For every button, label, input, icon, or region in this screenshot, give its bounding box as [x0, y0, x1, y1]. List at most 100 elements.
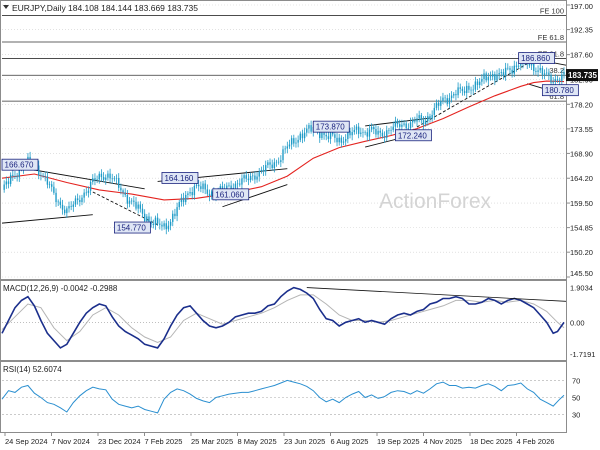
candle-body: [509, 68, 511, 70]
price-labels: 166.670 164.160 161.060 154.770 173.870 172.2…: [1, 52, 579, 234]
candle-body: [109, 173, 111, 179]
candle-body: [269, 162, 271, 165]
candle-body: [321, 132, 323, 139]
candle-body: [472, 89, 474, 91]
price-tick-label: 178.20: [570, 100, 593, 109]
candle-body: [500, 72, 503, 74]
price-label-box: [161, 172, 199, 184]
candle-body: [407, 128, 410, 129]
candle-body: [511, 69, 513, 74]
candle-body: [38, 165, 40, 176]
price-label-154.770: 154.770: [114, 221, 151, 234]
ohlc-values: 184.108 184.144 183.669 183.735: [68, 3, 198, 13]
candle-body: [364, 132, 366, 133]
price-axis: 197.00192.35187.60182.90178.20173.55168.…: [566, 2, 598, 278]
candle-body: [377, 130, 379, 135]
candle-body: [247, 178, 250, 181]
candle-body: [338, 137, 340, 143]
candle-body: [174, 213, 176, 217]
candle-body: [401, 124, 403, 127]
rsi-panel-frame: [0, 361, 567, 433]
candle-body: [496, 74, 498, 81]
candle-body: [169, 221, 172, 226]
candle-body: [427, 116, 429, 121]
candle-body: [528, 64, 531, 66]
candle-body: [258, 171, 260, 177]
candle-body: [487, 77, 490, 81]
price-tick-label: 197.00: [570, 2, 593, 11]
time-tick-label: 4 Nov 2025: [424, 437, 462, 446]
last-price-badge: [566, 69, 598, 82]
price-label-text: 166.670: [5, 161, 34, 170]
candle-body: [533, 62, 535, 71]
candle-body: [448, 98, 451, 104]
candle-body: [187, 193, 189, 195]
candle-body: [435, 102, 438, 108]
price-tick-label: 150.20: [570, 248, 593, 257]
panel-frames: [0, 0, 567, 433]
price-label-172.240: 172.240: [394, 129, 432, 142]
candle-body: [409, 122, 412, 129]
candle-body: [424, 120, 427, 125]
candle-body: [383, 136, 386, 138]
candle-body: [414, 120, 416, 122]
candle-body: [556, 79, 559, 81]
price-label-text: 154.770: [117, 224, 146, 233]
candle-body: [552, 81, 554, 83]
candle-body: [301, 133, 304, 139]
candle-body: [483, 73, 485, 80]
candle-body: [165, 223, 167, 230]
candle-body: [76, 198, 79, 201]
candle-body: [130, 200, 133, 202]
candle-body: [57, 201, 59, 203]
candle-body: [334, 134, 336, 138]
candle-body: [515, 65, 518, 67]
candle-body: [239, 183, 241, 185]
candle-body: [554, 79, 557, 82]
candle-body: [195, 184, 198, 186]
fib-level-label: FE 100: [540, 7, 564, 16]
rsi-line: [1, 379, 565, 414]
last-price-text: 183.735: [568, 71, 597, 80]
candle-body: [3, 184, 5, 190]
candle-body: [390, 130, 392, 131]
candle-body: [381, 132, 384, 137]
candle-body: [375, 129, 377, 135]
candle-body: [340, 137, 343, 143]
candle-body: [249, 176, 252, 181]
candle-body: [16, 175, 18, 178]
candle-body: [163, 223, 165, 227]
candle-body: [344, 139, 347, 142]
candle-body: [373, 126, 375, 130]
candle-body: [245, 175, 247, 179]
candle-body: [360, 132, 362, 134]
candle-body: [271, 164, 273, 169]
candle-body: [370, 126, 373, 130]
candle-body: [422, 120, 425, 125]
candle-body: [94, 178, 96, 181]
candle-body: [98, 173, 100, 180]
candle-body: [55, 192, 57, 203]
candle-body: [42, 175, 44, 177]
candle-body: [561, 74, 563, 82]
candle-body: [40, 175, 42, 176]
price-label-box: [114, 221, 151, 234]
candle-body: [336, 137, 338, 143]
candle-body: [137, 204, 139, 209]
candle-body: [275, 161, 278, 163]
time-tick-label: 6 Aug 2025: [331, 437, 369, 446]
fib-level-label: 61.8: [549, 92, 564, 101]
candle-body: [128, 200, 131, 204]
candle-body: [295, 142, 297, 144]
candle-body: [161, 224, 163, 227]
candle-body: [68, 206, 70, 209]
price-tick-label: 159.50: [570, 199, 593, 208]
candle-body: [379, 130, 381, 133]
candle-body: [530, 62, 533, 66]
collapse-arrow-icon[interactable]: [3, 5, 9, 9]
candle-body: [83, 192, 85, 198]
candle-body: [87, 190, 90, 194]
candle-body: [191, 192, 193, 196]
candle-body: [226, 185, 228, 189]
